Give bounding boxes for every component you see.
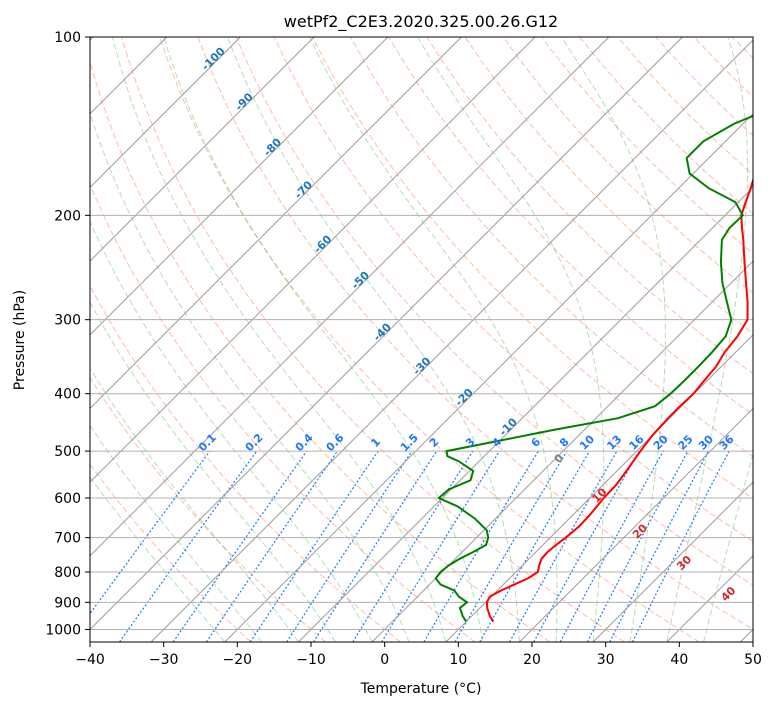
skewed-isotherms (90, 37, 753, 642)
y-tick-label: 300 (54, 313, 81, 329)
y-tick-label: 700 (54, 531, 81, 547)
moist-adiabat (560, 37, 666, 642)
x-tick-label: −20 (223, 652, 253, 668)
y-tick-label: 1000 (45, 622, 81, 638)
moist-adiabat (90, 301, 336, 642)
moist-adiabat (90, 111, 410, 642)
dry-adiabat (90, 463, 252, 642)
temperature-line (485, 177, 753, 623)
dewpoint-line (434, 114, 753, 623)
moist-adiabat (90, 367, 299, 642)
moist-adiabat (163, 37, 484, 642)
pressure-gridlines (90, 37, 753, 630)
x-axis-label: Temperature (°C) (360, 681, 482, 697)
dry-adiabat (426, 37, 753, 375)
x-tick-label: −40 (75, 652, 105, 668)
mixing-ratio-line (90, 450, 211, 615)
isotherm-line (90, 37, 610, 557)
isotherm-line (90, 37, 389, 336)
x-tick-label: 0 (380, 652, 389, 668)
mixing-ratio-line (509, 450, 618, 642)
dry-adiabat (197, 37, 753, 630)
y-tick-label: 100 (54, 30, 81, 46)
dry-adiabat (90, 376, 327, 642)
mixing-ratio-line (286, 450, 413, 642)
moist-adiabats (90, 37, 753, 642)
mixing-ratio-line (632, 450, 730, 642)
y-tick-label: 500 (54, 444, 81, 460)
y-tick-label: 400 (54, 387, 81, 403)
mixing-ratio-line (172, 450, 308, 642)
chart-title: wetPf2_C2E3.2020.325.00.26.G12 (284, 12, 558, 32)
isotherm-line (90, 37, 462, 410)
dry-adiabat (388, 37, 753, 416)
x-axis: −40 −30 −20 −10 0 10 20 30 40 50 (75, 642, 762, 668)
dry-adiabat (90, 60, 551, 642)
moist-adiabat (90, 220, 373, 642)
x-tick-label: 40 (670, 652, 688, 668)
y-tick-label: 200 (54, 208, 81, 224)
moist-adiabat (90, 424, 263, 642)
dry-adiabat (502, 37, 753, 294)
isotherm-line (90, 37, 315, 262)
profile-lines (434, 114, 753, 623)
isotherm-line (90, 37, 683, 631)
dry-adiabat (90, 182, 476, 642)
moist-adiabat (666, 37, 748, 642)
mixing-ratio-line (609, 450, 710, 642)
mixing-ratio-line (312, 450, 438, 642)
moist-adiabat (227, 37, 520, 642)
isotherm-line (445, 334, 753, 642)
x-tick-label: −10 (296, 652, 326, 668)
mixing-ratio-line (205, 450, 338, 642)
isotherm-line (150, 39, 753, 642)
isotherm-line (224, 113, 753, 642)
x-tick-label: 20 (523, 652, 541, 668)
x-tick-label: −30 (149, 652, 179, 668)
y-tick-label: 800 (54, 565, 81, 581)
y-axis-label: Pressure (hPa) (12, 290, 28, 390)
plot-frame (89, 36, 754, 643)
y-tick-label: 600 (54, 491, 81, 507)
y-tick-label: 900 (54, 595, 81, 611)
mixing-ratio-line (559, 450, 664, 642)
x-tick-label: 10 (449, 652, 467, 668)
moist-adiabat (309, 37, 558, 642)
x-tick-label: 50 (744, 652, 762, 668)
mixing-ratio-line (533, 450, 640, 642)
moist-adiabat (417, 37, 605, 642)
mixing-ratio-line (249, 450, 379, 642)
isotherm-line (592, 481, 753, 642)
isotherm-line (90, 37, 241, 189)
isotherm-line (371, 260, 753, 642)
mixing-ratio-line (381, 450, 501, 642)
moist-adiabat (90, 476, 226, 642)
mixing-ratio-lines (90, 450, 730, 642)
isotherm-line (519, 407, 753, 642)
dry-adiabat (235, 37, 753, 586)
x-tick-label: 30 (597, 652, 615, 668)
moist-adiabat (111, 37, 447, 642)
isotherm-line (298, 186, 753, 642)
mixing-ratio-line (352, 450, 474, 642)
dry-adiabat (121, 37, 625, 642)
y-axis: 100 200 300 400 500 600 700 800 900 1000 (45, 30, 90, 638)
isotherm-line (90, 37, 536, 483)
